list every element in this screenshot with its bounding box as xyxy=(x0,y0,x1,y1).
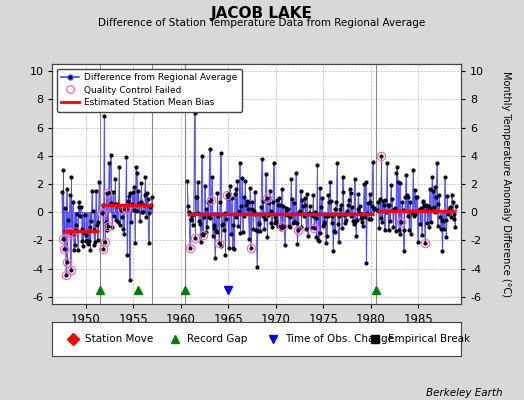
Text: Difference of Station Temperature Data from Regional Average: Difference of Station Temperature Data f… xyxy=(99,18,425,28)
Text: JACOB LAKE: JACOB LAKE xyxy=(211,6,313,21)
Text: Record Gap: Record Gap xyxy=(187,334,248,344)
Legend: Difference from Regional Average, Quality Control Failed, Estimated Station Mean: Difference from Regional Average, Qualit… xyxy=(57,68,242,112)
Y-axis label: Monthly Temperature Anomaly Difference (°C): Monthly Temperature Anomaly Difference (… xyxy=(501,71,511,297)
Text: Station Move: Station Move xyxy=(85,334,154,344)
Text: Berkeley Earth: Berkeley Earth xyxy=(427,388,503,398)
Text: Time of Obs. Change: Time of Obs. Change xyxy=(286,334,395,344)
Text: Empirical Break: Empirical Break xyxy=(388,334,470,344)
